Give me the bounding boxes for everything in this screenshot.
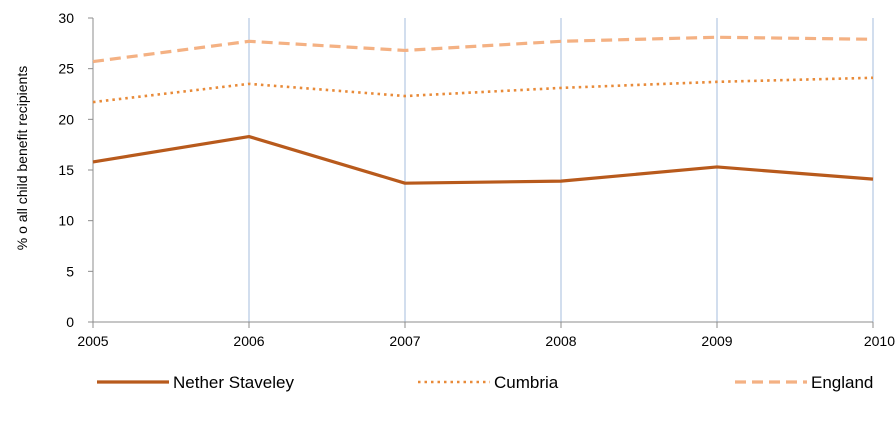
y-axis-label: % o all child benefit recipients (14, 66, 30, 250)
x-tick-label: 2009 (701, 333, 732, 349)
x-tick-label: 2008 (545, 333, 576, 349)
y-tick-label: 5 (66, 263, 74, 279)
x-tick-label: 2005 (77, 333, 108, 349)
series-line-cumbria (93, 78, 873, 102)
y-tick-label: 15 (58, 162, 74, 178)
x-tick-label: 2007 (389, 333, 420, 349)
series-line-nether-staveley (93, 137, 873, 184)
y-tick-label: 25 (58, 61, 74, 77)
y-tick-label: 20 (58, 111, 74, 127)
axes (88, 18, 873, 328)
legend-label: Nether Staveley (173, 373, 294, 392)
series-line-england (93, 37, 873, 61)
gridlines (249, 18, 873, 322)
y-tick-label: 10 (58, 213, 74, 229)
legend-label: England (811, 373, 873, 392)
y-tick-label: 30 (58, 10, 74, 26)
legend-label: Cumbria (494, 373, 559, 392)
y-tick-label: 0 (66, 314, 74, 330)
tick-labels: 0 5 10 15 20 25 30 2005 2006 2007 2008 2009 2010 (58, 10, 895, 349)
legend: Nether Staveley Cumbria England (97, 373, 873, 392)
x-tick-label: 2010 (864, 333, 895, 349)
series-lines (93, 37, 873, 183)
x-tick-label: 2006 (233, 333, 264, 349)
